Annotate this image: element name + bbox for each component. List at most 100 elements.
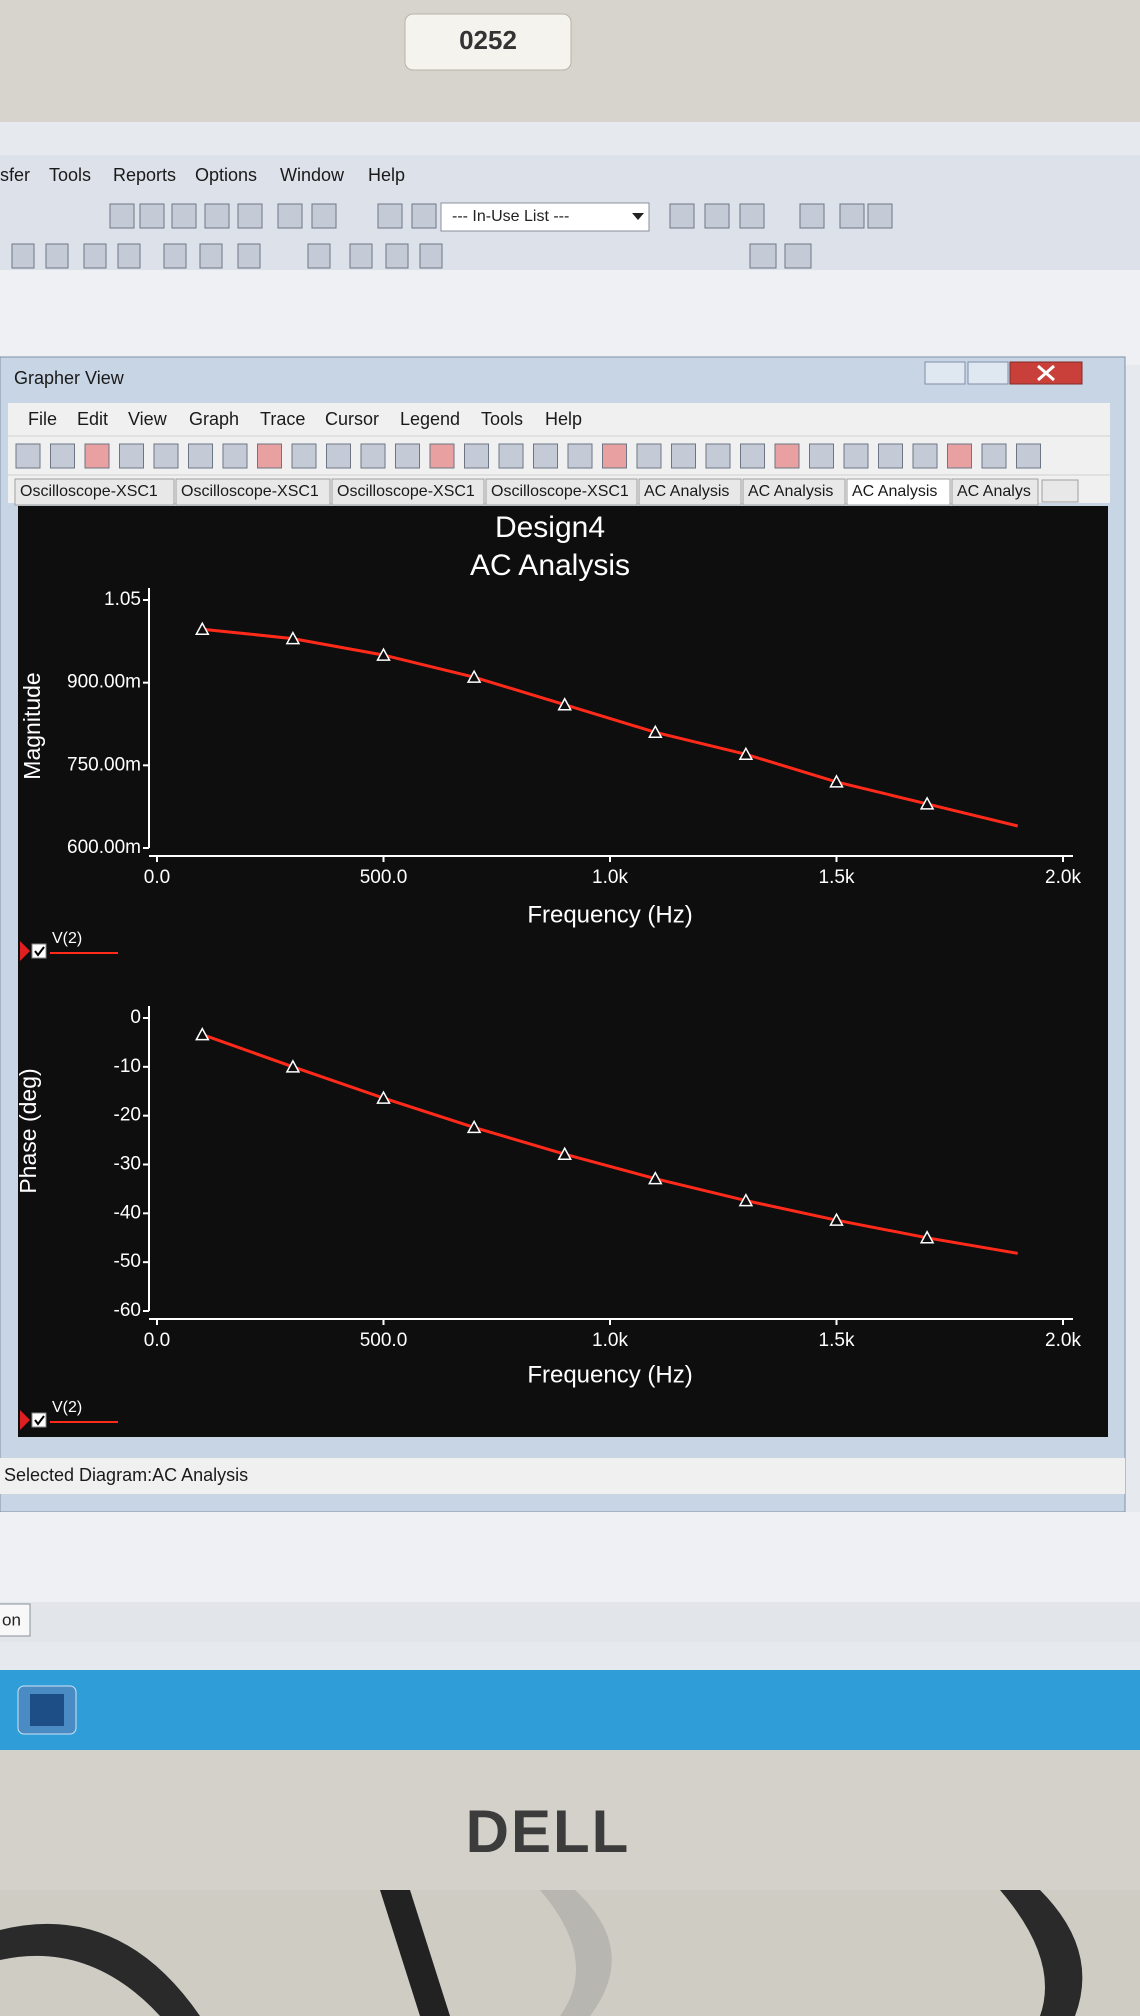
- toolbar-icon[interactable]: [867, 203, 893, 229]
- tab-scroll[interactable]: [1041, 479, 1079, 503]
- toolbar-icon[interactable]: [636, 443, 662, 469]
- toolbar-icon[interactable]: [326, 443, 351, 469]
- toolbar-icon[interactable]: [1016, 443, 1041, 469]
- toolbar-icon[interactable]: [277, 203, 303, 229]
- toolbar-icons: [11, 203, 893, 269]
- toolbar-icon[interactable]: [360, 443, 386, 469]
- toolbar-icon[interactable]: [188, 443, 213, 469]
- menu-item[interactable]: Reports: [113, 165, 176, 185]
- menu-item[interactable]: Graph: [189, 409, 239, 429]
- toolbar-icon[interactable]: [705, 443, 731, 469]
- menu-item[interactable]: Trace: [260, 409, 305, 429]
- toolbar-icon[interactable]: [291, 443, 317, 469]
- toolbar-icon[interactable]: [464, 443, 489, 469]
- y-tick-label: -10: [114, 1056, 141, 1077]
- x-tick-label: 1.5k: [819, 1330, 855, 1351]
- data-marker: [285, 1059, 301, 1073]
- toolbar-icon[interactable]: [981, 443, 1007, 469]
- toolbar-icon[interactable]: [349, 243, 373, 269]
- tab[interactable]: [485, 478, 638, 506]
- tab[interactable]: [638, 478, 742, 506]
- toolbar-icon[interactable]: [45, 243, 69, 269]
- menu-item[interactable]: Tools: [481, 409, 523, 429]
- legend-pointer: [20, 941, 30, 961]
- toolbar-icon[interactable]: [669, 203, 695, 229]
- toolbar-icon[interactable]: [740, 443, 765, 469]
- toolbar-icon[interactable]: [50, 443, 75, 469]
- toolbar-icon[interactable]: [419, 243, 443, 269]
- toolbar-icon[interactable]: [429, 443, 455, 469]
- toolbar-icon[interactable]: [139, 203, 165, 229]
- toolbar-icon[interactable]: [498, 443, 524, 469]
- toolbar-icon[interactable]: [163, 243, 187, 269]
- data-marker: [829, 1212, 844, 1226]
- toolbar-icon[interactable]: [237, 243, 261, 269]
- menu-item[interactable]: File: [28, 409, 57, 429]
- toolbar-icon[interactable]: [602, 443, 627, 469]
- toolbar-icon[interactable]: [83, 243, 107, 269]
- toolbar-icon[interactable]: [839, 203, 865, 229]
- tab[interactable]: [951, 478, 1039, 506]
- legend-checkbox[interactable]: [31, 943, 47, 959]
- menu-item[interactable]: Help: [545, 409, 582, 429]
- maximize-button[interactable]: [967, 361, 1009, 385]
- toolbar-icon[interactable]: [237, 203, 263, 229]
- x-tick-label: 1.0k: [592, 1330, 628, 1351]
- menu-item[interactable]: Legend: [400, 409, 460, 429]
- toolbar-icon[interactable]: [117, 243, 141, 269]
- y-tick-label: 1.05: [104, 589, 141, 610]
- toolbar-icon[interactable]: [153, 443, 179, 469]
- toolbar-icon[interactable]: [567, 443, 593, 469]
- toolbar-icon[interactable]: [671, 443, 696, 469]
- tab[interactable]: [175, 478, 331, 506]
- y-tick-label: 0: [130, 1007, 141, 1028]
- toolbar-icon[interactable]: [878, 443, 903, 469]
- tab[interactable]: [742, 478, 846, 506]
- tab[interactable]: [331, 478, 485, 506]
- menu-item[interactable]: Cursor: [325, 409, 379, 429]
- toolbar-icon[interactable]: [222, 443, 248, 469]
- toolbar-icon[interactable]: [912, 443, 938, 469]
- toolbar-icon[interactable]: [739, 203, 765, 229]
- toolbar-icon[interactable]: [395, 443, 420, 469]
- menu-item[interactable]: Options: [195, 165, 257, 185]
- minimize-button[interactable]: [924, 361, 966, 385]
- toolbar-icon[interactable]: [809, 443, 834, 469]
- toolbar-icon[interactable]: [171, 203, 197, 229]
- menu-item[interactable]: Tools: [49, 165, 91, 185]
- toolbar-icon[interactable]: [257, 443, 282, 469]
- menu-item[interactable]: Help: [368, 165, 405, 185]
- tab[interactable]: [14, 478, 175, 506]
- toolbar-icon[interactable]: [109, 203, 135, 229]
- combo-text: --- In-Use List ---: [452, 208, 569, 225]
- toolbar-icon[interactable]: [533, 443, 558, 469]
- toolbar-icon[interactable]: [311, 203, 337, 229]
- toolbar-icon[interactable]: [11, 243, 35, 269]
- toolbar-icon[interactable]: [749, 243, 777, 269]
- toolbar-icon[interactable]: [385, 243, 409, 269]
- toolbar-icon[interactable]: [799, 203, 825, 229]
- toolbar-icon[interactable]: [784, 243, 812, 269]
- toolbar-icon[interactable]: [15, 443, 41, 469]
- toolbar-icon[interactable]: [84, 443, 110, 469]
- combo-box[interactable]: [440, 202, 650, 232]
- chart-title: Design4: [495, 511, 605, 544]
- menu-item[interactable]: sfer: [0, 165, 30, 185]
- menu-item[interactable]: Edit: [77, 409, 108, 429]
- toolbar-icon[interactable]: [199, 243, 223, 269]
- toolbar-icon[interactable]: [411, 203, 437, 229]
- menu-item[interactable]: Window: [280, 165, 345, 185]
- toolbar-icon[interactable]: [204, 203, 230, 229]
- cable: [1000, 1890, 1083, 2016]
- menu-item[interactable]: View: [128, 409, 168, 429]
- panel-tab[interactable]: [0, 1603, 31, 1637]
- tab[interactable]: [846, 478, 951, 506]
- toolbar-icon[interactable]: [119, 443, 144, 469]
- legend-checkbox[interactable]: [31, 1412, 47, 1428]
- toolbar-icon[interactable]: [774, 443, 800, 469]
- toolbar-icon[interactable]: [307, 243, 331, 269]
- toolbar-icon[interactable]: [843, 443, 869, 469]
- toolbar-icon[interactable]: [377, 203, 403, 229]
- toolbar-icon[interactable]: [704, 203, 730, 229]
- toolbar-icon[interactable]: [947, 443, 972, 469]
